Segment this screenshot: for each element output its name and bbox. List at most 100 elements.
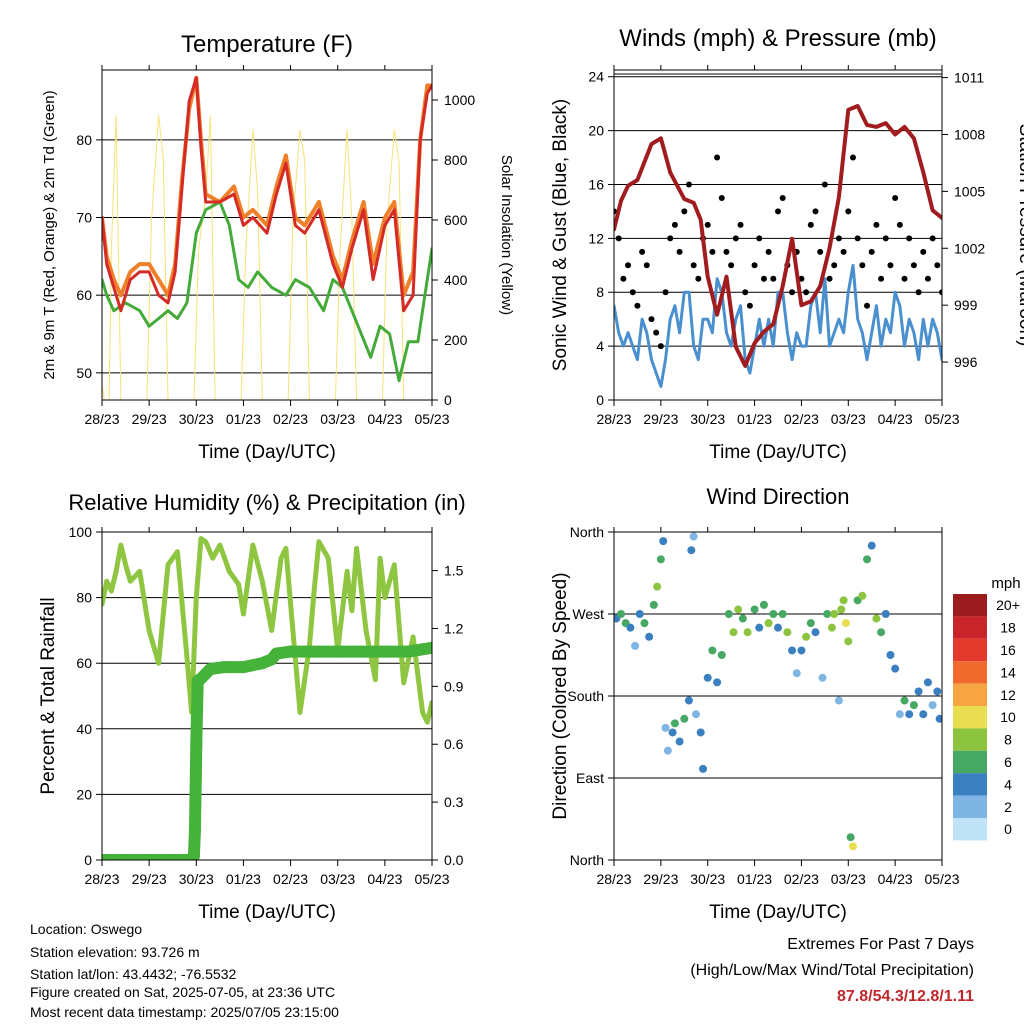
chart-title: Winds (mph) & Pressure (mb) <box>619 25 936 52</box>
gust-point <box>845 208 852 215</box>
direction-point <box>692 710 700 719</box>
gust-point <box>643 262 650 269</box>
x-tick-label: 01/23 <box>226 871 261 887</box>
x-axis-label: Time (Day/UTC) <box>709 902 847 923</box>
gust-point <box>765 248 772 255</box>
gust-point <box>653 329 660 336</box>
direction-point <box>668 728 677 737</box>
direction-point <box>783 628 792 637</box>
gust-point <box>737 221 744 228</box>
colorbar-swatch <box>953 750 987 774</box>
y-tick-label: 16 <box>588 176 604 192</box>
plot-area <box>102 75 432 400</box>
gust-point <box>704 221 711 228</box>
direction-point <box>935 714 942 723</box>
y-axis-label: 2m & 9m T (Red, Orange) & 2m Td (Green) <box>41 90 58 379</box>
gust-point <box>864 302 871 309</box>
gust-point <box>709 248 716 255</box>
gust-point <box>746 302 753 309</box>
gust-point <box>849 154 856 161</box>
gust-point <box>906 235 913 242</box>
gust-point <box>657 343 664 350</box>
y-axis-label: Sonic Wind & Gust (Blue, Black) <box>550 99 571 371</box>
direction-point <box>653 582 662 591</box>
x-tick-label: 30/23 <box>179 871 214 887</box>
sonic-wind-line <box>614 263 942 388</box>
y-tick-label: 20 <box>588 123 604 139</box>
y-tick-label: 60 <box>76 287 92 303</box>
gust-point <box>718 194 725 201</box>
gust-point <box>924 275 931 282</box>
direction-point <box>858 591 867 600</box>
colorbar-label: 14 <box>1000 664 1016 680</box>
direction-point <box>827 623 836 632</box>
colorbar-label: 0 <box>1004 821 1012 837</box>
y2-axis-label: Station Pressure (Maroon) <box>1015 124 1024 347</box>
gust-point <box>798 275 805 282</box>
direction-point <box>626 623 635 632</box>
direction-point <box>895 710 904 719</box>
y-tick-label: 0 <box>84 852 92 868</box>
precip-point <box>187 850 200 860</box>
colorbar-swatch <box>953 683 987 706</box>
gust-point <box>873 221 880 228</box>
x-tick-label: 28/23 <box>596 411 631 427</box>
gust-point <box>892 194 899 201</box>
gust-point <box>681 208 688 215</box>
y2-tick-label: 1.5 <box>444 563 464 579</box>
plot-border <box>613 531 943 861</box>
gust-point <box>732 235 739 242</box>
y2-tick-label: 0.3 <box>444 794 464 810</box>
gust-point <box>910 262 917 269</box>
gust-point <box>779 194 786 201</box>
precip-point <box>270 647 283 660</box>
gust-point <box>821 181 828 188</box>
direction-point <box>841 619 850 628</box>
pressure-line <box>614 104 942 368</box>
gust-point <box>760 275 767 282</box>
direction-point <box>905 710 914 719</box>
gust-point <box>803 289 810 296</box>
gust-point <box>756 235 763 242</box>
x-tick-label: 30/23 <box>690 871 725 887</box>
y-tick-label: 24 <box>588 69 604 85</box>
temp-2m-line <box>102 76 432 313</box>
precip-point <box>189 772 202 785</box>
x-tick-label: 05/23 <box>414 871 449 887</box>
direction-point <box>764 619 773 628</box>
x-axis-label: Time (Day/UTC) <box>709 442 847 463</box>
gust-point <box>934 262 941 269</box>
gust-point <box>685 181 692 188</box>
direction-point <box>839 596 848 605</box>
y-tick-label: 60 <box>76 655 92 671</box>
y-tick-label: 100 <box>69 524 93 540</box>
precip-point <box>218 661 231 674</box>
direction-point <box>830 610 839 618</box>
panel-humidity: Relative Humidity (%) & Precipitation (i… <box>38 490 466 923</box>
precip-point <box>143 854 156 860</box>
direction-point <box>661 723 670 732</box>
gust-point <box>690 262 697 269</box>
gust-point <box>939 289 942 296</box>
created-text: Figure created on Sat, 2025-07-05, at 23… <box>30 984 336 1000</box>
direction-point <box>743 628 752 637</box>
direction-point <box>933 687 942 696</box>
direction-point <box>806 619 815 628</box>
colorbar-label: 10 <box>1000 709 1016 725</box>
direction-point <box>724 610 733 618</box>
direction-point <box>846 833 855 842</box>
gust-point <box>915 289 922 296</box>
direction-point <box>900 696 909 705</box>
latlon-text: Station lat/lon: 43.4432; -76.5532 <box>30 966 237 982</box>
direction-point <box>750 605 759 614</box>
colorbar-swatch <box>953 661 987 684</box>
direction-point <box>877 628 886 637</box>
direction-point <box>663 746 672 755</box>
x-axis-label: Time (Day/UTC) <box>198 442 336 463</box>
x-tick-label: 03/23 <box>320 411 355 427</box>
direction-point <box>834 696 843 705</box>
direction-point <box>640 619 649 628</box>
y2-tick-label: 1.2 <box>444 620 464 636</box>
gust-point <box>714 154 721 161</box>
x-tick-label: 02/23 <box>273 411 308 427</box>
